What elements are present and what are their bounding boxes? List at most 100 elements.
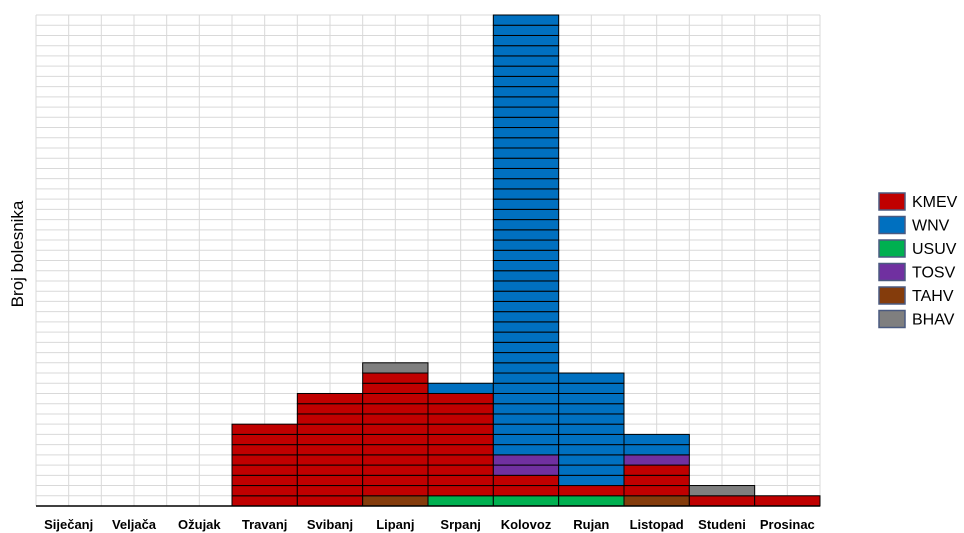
bar-segment-kmev <box>688 495 756 507</box>
bar-segment-kmev <box>492 474 560 497</box>
bar-segment-tosv <box>623 454 690 466</box>
bar-unit-usuv <box>492 495 560 507</box>
x-tick-label: Lipanj <box>376 517 414 532</box>
bar-unit-kmev <box>296 485 364 497</box>
x-tick-label: Veljača <box>112 517 157 532</box>
bar-unit-wnv <box>558 433 625 446</box>
x-tick-label: Listopad <box>630 517 684 532</box>
bar-unit-kmev <box>688 495 756 507</box>
bar-unit-tosv <box>492 454 560 466</box>
bar-segment-wnv <box>623 433 690 456</box>
bar-unit-wnv <box>558 423 625 435</box>
x-tick-label: Studeni <box>698 517 746 532</box>
bar-unit-wnv <box>492 413 560 425</box>
legend-label-tosv: TOSV <box>912 265 956 282</box>
bar-segment-tosv <box>492 454 560 476</box>
bar-segment-wnv <box>427 382 494 394</box>
bar-segment-wnv <box>492 14 560 456</box>
x-tick-label: Siječanj <box>44 517 93 532</box>
bar-unit-kmev <box>427 444 494 456</box>
legend-swatch-tahv <box>878 286 906 305</box>
bar-unit-wnv <box>558 372 625 384</box>
legend-label-wnv: WNV <box>912 218 950 235</box>
bar-unit-wnv <box>492 444 560 456</box>
bar-unit-tahv <box>623 495 690 507</box>
bar-segment-kmev <box>231 423 298 507</box>
x-tick-label: Kolovoz <box>501 517 552 532</box>
bar-unit-wnv <box>492 188 560 200</box>
bar-segment-tahv <box>623 495 690 507</box>
bar-unit-wnv <box>492 249 560 261</box>
bar-unit-kmev <box>296 392 364 405</box>
legend-label-kmev: KMEV <box>912 194 958 211</box>
bar-unit-wnv <box>492 290 560 302</box>
bar-unit-wnv <box>492 403 560 415</box>
bar-unit-wnv <box>492 198 560 210</box>
bar-unit-wnv <box>492 96 560 108</box>
bar-unit-wnv <box>492 65 560 77</box>
bar-unit-usuv <box>427 495 494 507</box>
bar-unit-kmev <box>231 495 298 507</box>
bar-unit-wnv <box>492 208 560 221</box>
bar-unit-wnv <box>492 260 560 272</box>
bar-unit-wnv <box>492 270 560 282</box>
bar-unit-wnv <box>492 352 560 364</box>
x-tick-labels: Siječanj Veljača Ožujak Travanj Svibanj Lipan… <box>44 517 815 532</box>
bar-unit-kmev <box>231 454 298 466</box>
bar-unit-kmev <box>427 433 494 446</box>
bar-unit-wnv <box>492 14 560 26</box>
bar-unit-wnv <box>492 86 560 98</box>
bar-unit-kmev <box>362 382 429 394</box>
bar-unit-kmev <box>362 433 429 446</box>
bar-segment-kmev <box>296 392 364 507</box>
bar-unit-kmev <box>362 413 429 425</box>
bar-unit-wnv <box>492 362 560 374</box>
bar-unit-wnv <box>492 321 560 333</box>
bar-unit-kmev <box>362 444 429 456</box>
x-tick-label: Rujan <box>573 517 609 532</box>
bar-unit-wnv <box>558 403 625 415</box>
bar-unit-wnv <box>427 382 494 394</box>
bar-unit-kmev <box>362 392 429 405</box>
bar-unit-tosv <box>623 454 690 466</box>
bar-unit-wnv <box>492 311 560 323</box>
bar-unit-kmev <box>296 454 364 466</box>
legend-label-tahv: TAHV <box>912 288 954 305</box>
x-tick-label: Ožujak <box>178 517 221 532</box>
bar-unit-wnv <box>492 137 560 149</box>
bar-unit-kmev <box>362 474 429 487</box>
bar-segment-kmev <box>623 464 690 497</box>
legend-swatch-bhav <box>878 309 906 329</box>
bar-unit-wnv <box>492 423 560 435</box>
bar-segment-usuv <box>427 495 494 507</box>
bar-unit-kmev <box>231 464 298 476</box>
bar-segment-tahv <box>362 495 429 507</box>
bar-unit-kmev <box>427 454 494 466</box>
bar-unit-wnv <box>492 116 560 129</box>
bar-unit-kmev <box>296 413 364 425</box>
bar-unit-kmev <box>427 403 494 415</box>
bar-unit-kmev <box>296 403 364 415</box>
bar-unit-wnv <box>492 147 560 159</box>
x-tick-label: Prosinac <box>760 517 815 532</box>
bar-unit-kmev <box>492 474 560 487</box>
bar-segment-kmev <box>558 485 625 497</box>
bar-unit-tosv <box>492 464 560 476</box>
bar-segment-bhav <box>362 362 429 374</box>
bar-segment-usuv <box>492 495 560 507</box>
bar-unit-kmev <box>427 485 494 497</box>
y-axis-label: Broj bolesnika <box>8 200 27 307</box>
bar-unit-wnv <box>558 474 625 487</box>
bar-unit-kmev <box>754 495 821 507</box>
bar-unit-kmev <box>492 485 560 497</box>
bar-unit-wnv <box>492 55 560 67</box>
bar-segment-usuv <box>558 495 625 507</box>
bar-unit-wnv <box>558 454 625 466</box>
bar-unit-wnv <box>558 382 625 394</box>
legend-swatch-wnv <box>878 215 906 235</box>
bar-unit-kmev <box>296 464 364 476</box>
bar-unit-wnv <box>558 392 625 405</box>
bar-unit-wnv <box>623 444 690 456</box>
bar-unit-wnv <box>492 372 560 384</box>
